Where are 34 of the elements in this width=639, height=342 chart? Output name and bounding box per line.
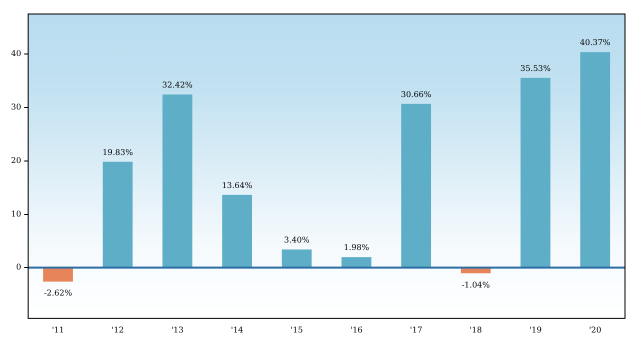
data-label: -2.62% xyxy=(44,288,72,298)
data-label: 3.40% xyxy=(284,236,310,245)
y-tick-label: 30 xyxy=(10,102,22,112)
data-label: 13.64% xyxy=(222,180,253,190)
x-tick-label: '16 xyxy=(350,325,363,334)
y-tick-label: 40 xyxy=(10,49,22,58)
bar xyxy=(102,162,133,268)
data-label: 30.66% xyxy=(400,90,432,100)
x-tick-label: '19 xyxy=(529,325,542,334)
bar xyxy=(520,78,550,268)
data-label: 32.42% xyxy=(162,80,194,90)
bar xyxy=(43,268,73,282)
x-tick-label: '17 xyxy=(410,325,422,334)
bar xyxy=(222,194,252,268)
x-tick-label: '14 xyxy=(230,325,244,334)
x-tick-label: '18 xyxy=(470,325,482,334)
y-tick-label: 20 xyxy=(10,156,22,165)
x-tick-label: '15 xyxy=(290,325,303,334)
x-tick-label: '13 xyxy=(171,325,184,334)
data-label: 19.83% xyxy=(102,148,134,157)
data-label: 40.37% xyxy=(580,38,611,48)
y-tick-label: 0 xyxy=(16,262,22,272)
bar xyxy=(342,257,372,268)
x-tick-label: '12 xyxy=(112,325,124,334)
x-tick-label: '20 xyxy=(588,325,602,334)
data-label: 1.98% xyxy=(344,243,370,252)
y-tick-label: 10 xyxy=(10,209,22,218)
x-tick-label: '11 xyxy=(52,325,64,334)
bar xyxy=(162,94,192,268)
bar xyxy=(401,104,432,268)
data-label: -1.04% xyxy=(462,280,490,290)
bar xyxy=(580,52,610,268)
bar xyxy=(282,250,312,268)
data-label: 35.53% xyxy=(520,64,552,73)
